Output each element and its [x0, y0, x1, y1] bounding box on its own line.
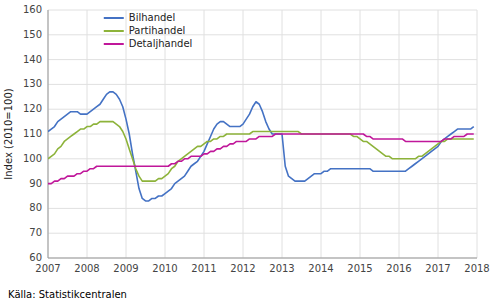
legend-swatch — [104, 17, 124, 19]
y-tick-label: 60 — [29, 252, 42, 263]
y-tick-label: 90 — [29, 178, 42, 189]
series-line — [48, 134, 474, 184]
y-tick-label: 140 — [23, 54, 42, 65]
y-tick-label: 70 — [29, 227, 42, 238]
grid-line — [48, 84, 477, 85]
series-line — [48, 92, 474, 201]
x-tick-label: 2018 — [464, 263, 489, 274]
grid-line — [48, 258, 477, 259]
x-tick-label: 2012 — [230, 263, 255, 274]
grid-line — [126, 10, 127, 258]
y-axis — [48, 10, 49, 258]
x-tick-label: 2013 — [269, 263, 294, 274]
y-tick-label: 120 — [23, 103, 42, 114]
legend-swatch — [104, 43, 124, 45]
x-tick-label: 2014 — [308, 263, 333, 274]
x-tick-label: 2009 — [113, 263, 138, 274]
series-line — [48, 122, 474, 182]
y-tick-label: 100 — [23, 153, 42, 164]
legend-swatch — [104, 30, 124, 32]
grid-line — [48, 10, 477, 11]
legend: Bilhandel Partihandel Detaljhandel — [104, 12, 193, 49]
grid-line — [48, 10, 49, 258]
y-tick-label: 160 — [23, 4, 42, 15]
x-axis — [48, 258, 477, 259]
legend-label: Partihandel — [129, 25, 186, 36]
y-tick-label: 150 — [23, 29, 42, 40]
legend-label: Bilhandel — [129, 12, 176, 23]
x-tick-label: 2011 — [191, 263, 216, 274]
y-tick-label: 110 — [23, 128, 42, 139]
x-tick-label: 2016 — [386, 263, 411, 274]
y-tick-label: 80 — [29, 202, 42, 213]
grid-line — [48, 208, 477, 209]
grid-line — [48, 34, 477, 35]
grid-line — [48, 59, 477, 60]
x-tick-label: 2010 — [152, 263, 177, 274]
y-tick-label: 130 — [23, 78, 42, 89]
chart: 60 70 80 90 100 110 120 130 140 150 160 2007 2008 200… — [0, 0, 493, 304]
grid-line — [48, 183, 477, 184]
x-tick-label: 2007 — [35, 263, 60, 274]
grid-line — [477, 10, 478, 258]
grid-line — [48, 134, 477, 135]
grid-line — [48, 233, 477, 234]
lines — [48, 92, 474, 201]
source-note: Källa: Statistikcentralen — [8, 289, 127, 300]
grid-line — [399, 10, 400, 258]
x-tick-label: 2017 — [425, 263, 450, 274]
grid-line — [438, 10, 439, 258]
x-tick-label: 2015 — [347, 263, 372, 274]
grid-line — [48, 109, 477, 110]
grid — [48, 10, 477, 258]
grid-line — [204, 10, 205, 258]
x-tick-label: 2008 — [74, 263, 99, 274]
legend-label: Detaljhandel — [129, 38, 193, 49]
y-axis-label: Index (2010=100) — [3, 88, 14, 180]
grid-line — [87, 10, 88, 258]
